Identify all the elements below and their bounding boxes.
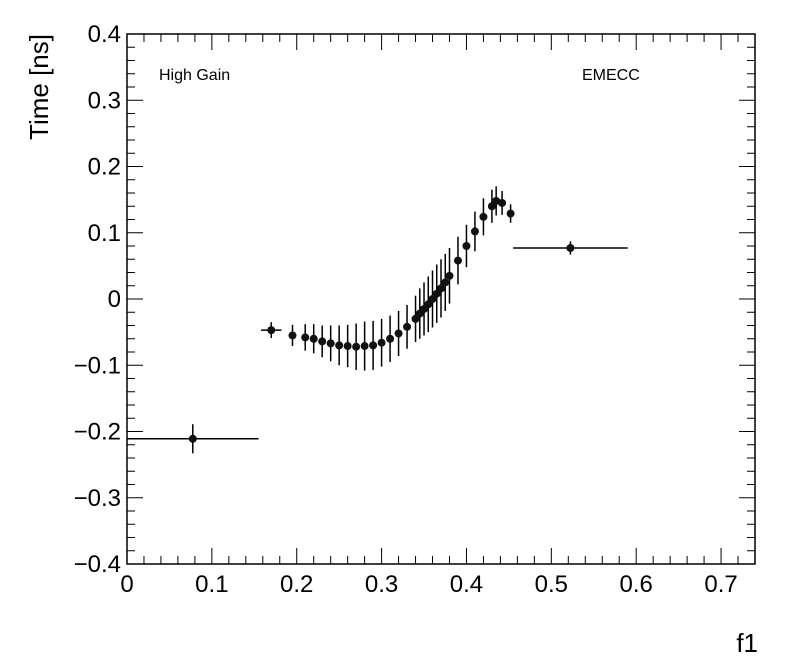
marker [326, 339, 335, 348]
data-point [288, 324, 297, 347]
axis-ticks [126, 33, 756, 565]
y-tick-label: 0.3 [88, 87, 121, 114]
data-point [318, 325, 327, 358]
data-points [127, 186, 628, 454]
marker [301, 333, 310, 342]
marker [470, 227, 479, 236]
data-point [479, 198, 488, 236]
data-point [441, 253, 450, 311]
y-tick-label: 0.1 [88, 220, 121, 247]
data-point [506, 204, 515, 223]
data-point [428, 270, 437, 328]
x-tick-label: 0.4 [450, 571, 483, 598]
data-point [411, 295, 420, 343]
marker [386, 334, 395, 343]
marker [445, 271, 454, 280]
x-tick-label: 0.2 [280, 571, 313, 598]
x-tick-label: 0.5 [535, 571, 568, 598]
marker [498, 198, 507, 207]
data-point [127, 424, 259, 454]
x-tick-label: 0.3 [365, 571, 398, 598]
data-point [513, 241, 628, 255]
y-axis-title: Time [ns] [24, 34, 54, 140]
marker [352, 342, 361, 351]
y-tick-label: 0 [108, 286, 121, 313]
data-point [453, 236, 462, 285]
data-point [326, 325, 335, 362]
x-axis-title: f1 [736, 628, 758, 658]
data-point [415, 288, 424, 339]
y-tick-label: −0.3 [74, 485, 121, 512]
y-tick-label: −0.2 [74, 419, 121, 446]
marker [506, 209, 515, 218]
marker [437, 284, 445, 293]
data-point [424, 276, 433, 333]
y-tick-labels: −0.4 −0.3 −0.2 −0.1 0 0.1 0.2 0.3 0.4 [74, 21, 121, 578]
marker [267, 326, 276, 335]
marker [288, 331, 297, 340]
annotation-region: EMECC [582, 67, 640, 84]
marker [453, 256, 462, 265]
y-tick-label: −0.4 [74, 551, 121, 578]
x-tick-label: 0.6 [620, 571, 653, 598]
marker [318, 337, 327, 346]
marker [566, 243, 575, 252]
marker [394, 329, 403, 338]
marker [188, 434, 197, 443]
data-point [432, 264, 441, 323]
marker [360, 342, 369, 351]
data-point [487, 189, 496, 223]
marker [309, 334, 318, 343]
x-tick-labels: 0 0.1 0.2 0.3 0.4 0.5 0.6 0.7 [120, 571, 737, 598]
marker [335, 341, 344, 350]
marker [441, 278, 450, 287]
data-point [470, 211, 479, 252]
x-tick-label: 0.1 [195, 571, 228, 598]
data-point [360, 321, 369, 371]
marker [479, 212, 488, 221]
data-point [352, 323, 361, 370]
data-point [420, 282, 429, 336]
data-point [335, 325, 344, 366]
data-point [343, 324, 352, 368]
y-tick-label: −0.1 [74, 352, 121, 379]
marker [369, 341, 378, 350]
y-tick-label: 0.4 [88, 21, 121, 48]
annotation-gain: High Gain [159, 67, 230, 84]
data-point [377, 318, 386, 367]
data-point [261, 322, 282, 339]
data-point [498, 191, 507, 215]
data-point [403, 304, 412, 349]
data-point [301, 324, 310, 351]
data-point [309, 324, 318, 354]
marker [462, 242, 471, 250]
data-point [386, 315, 395, 362]
data-point [369, 320, 378, 370]
x-tick-label: 0.7 [704, 571, 737, 598]
marker [343, 342, 352, 351]
data-point [445, 247, 454, 304]
marker [403, 322, 412, 331]
data-point [437, 259, 445, 318]
marker [377, 338, 386, 347]
x-tick-label: 0 [120, 571, 133, 598]
data-point [394, 310, 403, 356]
y-tick-label: 0.2 [88, 154, 121, 181]
data-point [462, 224, 471, 268]
